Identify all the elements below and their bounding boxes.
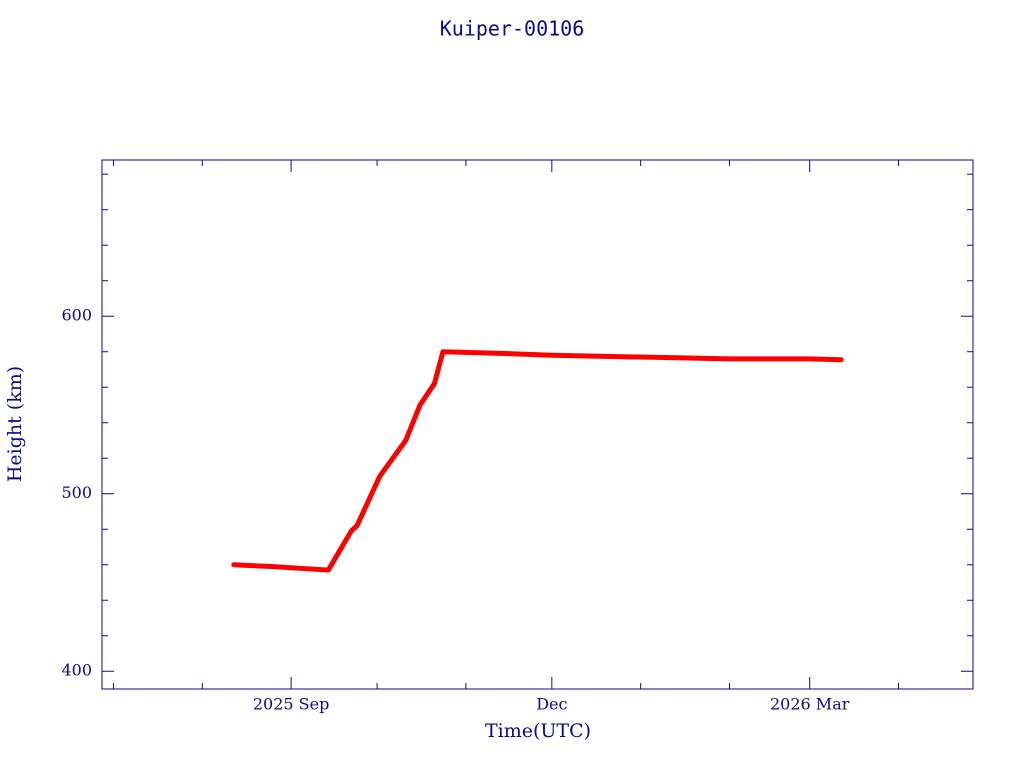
- x-tick-label: Dec: [536, 695, 567, 714]
- data-line: [231, 349, 844, 573]
- chart-title: Kuiper-00106: [440, 17, 585, 41]
- y-axis-label: Height (km): [4, 366, 26, 482]
- y-tick-label: 400: [61, 661, 92, 680]
- x-axis-label: Time(UTC): [485, 720, 591, 742]
- y-tick-label: 500: [61, 483, 92, 502]
- plot-frame: [101, 159, 974, 690]
- x-tick-label: 2025 Sep: [253, 695, 329, 714]
- x-tick-label: 2026 Mar: [770, 695, 850, 714]
- y-tick-label: 600: [61, 306, 92, 325]
